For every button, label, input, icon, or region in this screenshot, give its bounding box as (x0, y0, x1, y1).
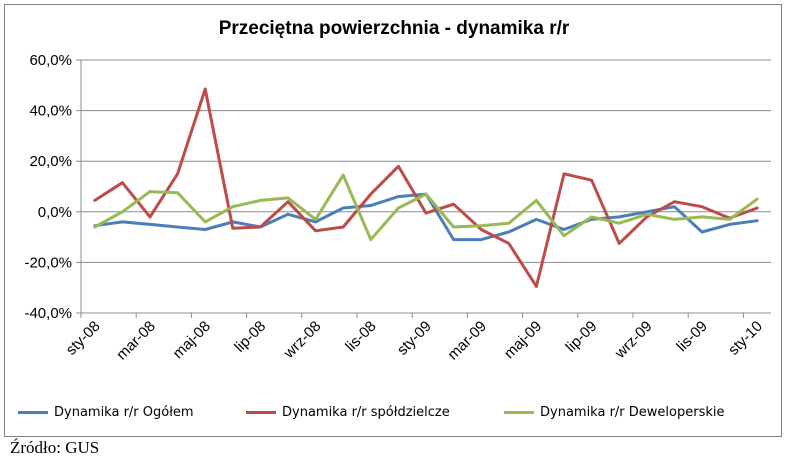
legend-swatch-spoldzielcze (246, 411, 276, 414)
legend-item-ogolem: Dynamika r/r Ogółem (18, 405, 194, 420)
x-tick-label: maj-08 (170, 318, 214, 362)
source-note: Źródło: GUS (10, 438, 100, 457)
series-line-1 (93, 87, 759, 288)
y-tick-label: -40,0% (24, 305, 72, 322)
series-line-2 (93, 173, 759, 242)
series-lines (93, 87, 759, 288)
x-tick-label: mar-08 (113, 318, 159, 364)
chart-title: Przeciętna powierzchnia - dynamika r/r (218, 18, 570, 39)
x-tick-label: wrz-08 (280, 318, 325, 363)
x-tick-label: sty-09 (394, 318, 435, 359)
gridlines (76, 59, 771, 314)
y-tick-label: 0,0% (38, 204, 72, 221)
x-tick-label: maj-09 (501, 318, 545, 362)
y-tick-label: 60,0% (29, 52, 72, 69)
legend-label-ogolem: Dynamika r/r Ogółem (54, 405, 194, 420)
x-tick-label: lis-09 (673, 318, 710, 355)
y-tick-label: 40,0% (29, 103, 72, 120)
x-tick-label: sty-10 (725, 318, 766, 359)
axes (80, 60, 771, 314)
legend-label-deweloperskie: Dynamika r/r Deweloperskie (540, 405, 725, 420)
y-tick-label: 20,0% (29, 153, 72, 170)
legend-swatch-deweloperskie (504, 411, 534, 414)
chart-frame (4, 4, 782, 437)
legend-item-spoldzielcze: Dynamika r/r spółdzielcze (246, 405, 450, 420)
line-chart: -40,0%-20,0%0,0%20,0%40,0%60,0% sty-08 ma… (24, 52, 771, 363)
legend-swatch-ogolem (18, 411, 48, 414)
legend: Dynamika r/r Ogółem Dynamika r/r spółdzi… (18, 402, 768, 426)
x-tick-label: lis-08 (342, 318, 379, 355)
legend-item-deweloperskie: Dynamika r/r Deweloperskie (504, 405, 725, 420)
x-tick-label: wrz-09 (611, 318, 656, 363)
x-tick-label: lip-08 (231, 318, 269, 356)
x-tick-label: lip-09 (562, 318, 600, 356)
legend-label-spoldzielcze: Dynamika r/r spółdzielcze (282, 405, 450, 420)
x-tick-labels: sty-08 mar-08 maj-08 lip-08 wrz-08 lis-08 sty-… (63, 313, 766, 363)
y-tick-labels: -40,0% -20,0% 0,0% 20,0% 40,0% 60,0% (24, 52, 72, 322)
x-tick-label: sty-08 (63, 318, 104, 359)
x-tick-label: mar-09 (444, 318, 490, 364)
y-tick-label: -20,0% (24, 254, 72, 271)
